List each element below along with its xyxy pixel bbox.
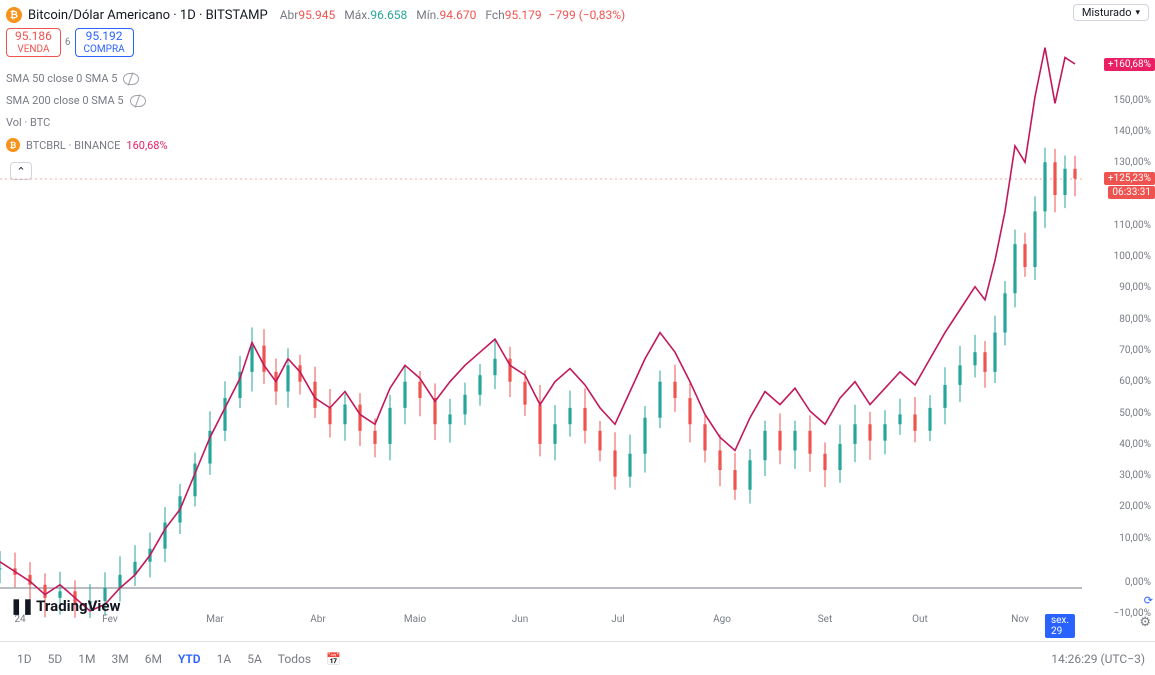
symbol-title[interactable]: Bitcoin/Dólar Americano · 1D · BITSTAMP [28, 8, 268, 23]
range-3m[interactable]: 3M [104, 648, 135, 670]
y-tick: 50,00% [1119, 408, 1151, 419]
y-tick: 10,00% [1119, 533, 1151, 544]
clock-readout: 14:26:29 (UTC−3) [1051, 652, 1145, 666]
bitcoin-icon: ₿ [6, 7, 22, 23]
price-chart[interactable] [0, 24, 1082, 614]
y-tick: 40,00% [1119, 439, 1151, 450]
x-tick: Ago [713, 614, 731, 625]
calendar-icon[interactable]: 📅 [326, 652, 341, 666]
y-tick: 80,00% [1119, 314, 1151, 325]
y-tick: 130,00% [1114, 157, 1151, 168]
x-tick: 24 [14, 614, 25, 625]
y-tick: 0,00% [1125, 577, 1151, 588]
range-5a[interactable]: 5A [240, 648, 269, 670]
range-1m[interactable]: 1M [71, 648, 102, 670]
range-ytd[interactable]: YTD [171, 648, 208, 670]
x-tick: Jun [512, 614, 529, 625]
y-tick: 70,00% [1119, 345, 1151, 356]
bottom-toolbar: 1D5D1M3M6MYTD1A5ATodos 📅 14:26:29 (UTC−3) [0, 641, 1155, 675]
y-tick: 100,00% [1114, 251, 1151, 262]
x-tick: Abr [310, 614, 326, 625]
x-tick: Maio [404, 614, 426, 625]
ohlc-readout: Abr95.945 Máx.96.658 Mín.94.670 Fch95.17… [274, 8, 626, 22]
y-tick: 90,00% [1119, 282, 1151, 293]
range-1a[interactable]: 1A [210, 648, 239, 670]
x-tick: Fev [102, 614, 118, 625]
x-tick: Mar [206, 614, 224, 625]
layout-mode-dropdown[interactable]: Misturado▾ [1073, 4, 1149, 21]
y-tick: 60,00% [1119, 376, 1151, 387]
range-6m[interactable]: 6M [138, 648, 169, 670]
axis-settings-icon[interactable]: ⚙ [1139, 615, 1151, 630]
x-axis[interactable]: 24FevMarAbrMaioJunJulAgoSetOutNovsex. 29 [0, 614, 1082, 632]
x-tick: Nov [1011, 614, 1029, 625]
x-tick: Out [912, 614, 928, 625]
y-axis[interactable]: 150,00%140,00%130,00%120,00%110,00%100,0… [1082, 24, 1155, 614]
tradingview-logo: ❚❚TradingView [10, 597, 121, 615]
y-tick: 110,00% [1114, 220, 1151, 231]
range-5d[interactable]: 5D [41, 648, 70, 670]
chevron-down-icon: ▾ [1135, 8, 1140, 18]
goto-realtime-icon[interactable]: ⟳ [1144, 594, 1153, 607]
y-tick: 150,00% [1114, 95, 1151, 106]
x-tick: Set [818, 614, 833, 625]
range-todos[interactable]: Todos [271, 648, 318, 670]
range-1d[interactable]: 1D [10, 648, 39, 670]
x-tick: Jul [611, 614, 624, 625]
x-tick: sex. 29 [1045, 614, 1075, 638]
y-tick: 140,00% [1114, 126, 1151, 137]
y-tick: 30,00% [1119, 470, 1151, 481]
y-tick: 20,00% [1119, 501, 1151, 512]
